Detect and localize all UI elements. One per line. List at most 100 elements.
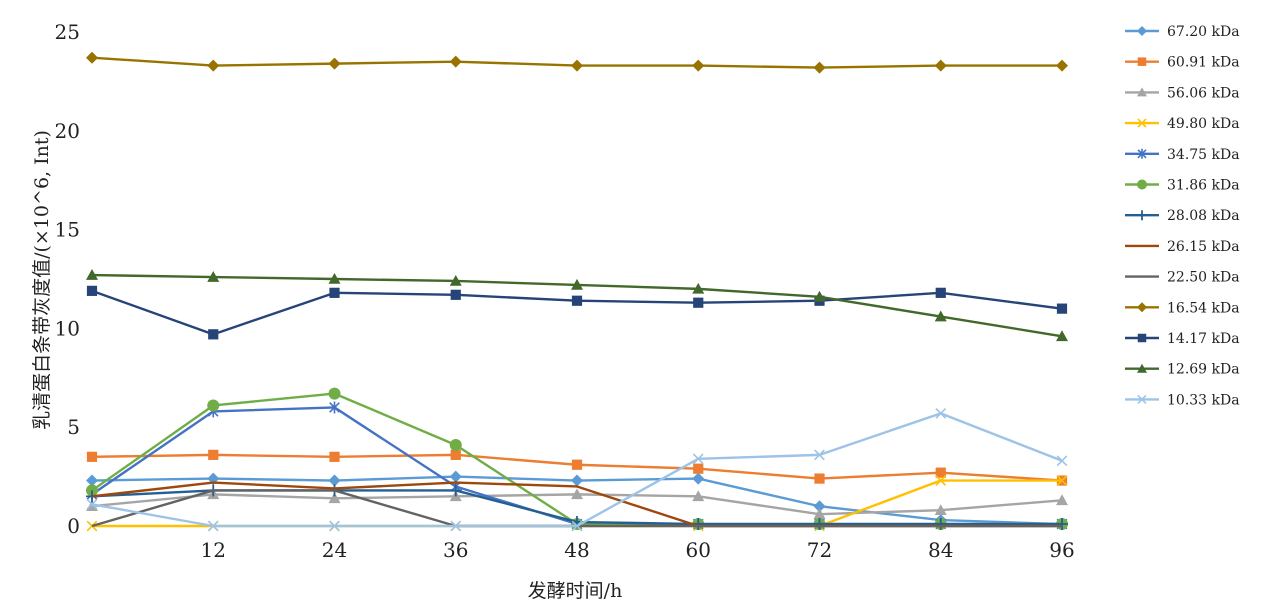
point-marker	[692, 453, 704, 465]
point-marker	[571, 295, 583, 306]
point-marker	[692, 59, 705, 72]
point-marker	[86, 285, 98, 296]
point-marker	[1137, 57, 1147, 66]
point-marker	[1056, 330, 1068, 342]
point-marker	[813, 500, 826, 513]
point-marker	[692, 472, 705, 485]
legend-item: 16.54 kDa	[1125, 300, 1240, 316]
series-lines	[86, 51, 1068, 532]
point-marker	[1137, 148, 1147, 159]
point-marker	[934, 518, 947, 531]
legend-label: 67.20 kDa	[1167, 24, 1240, 40]
legend-label: 14.17 kDa	[1167, 331, 1240, 347]
point-marker	[449, 484, 462, 497]
legend-item: 31.86 kDa	[1125, 178, 1240, 194]
series-group	[86, 269, 1068, 342]
point-marker	[86, 451, 98, 462]
legend-label: 34.75 kDa	[1167, 147, 1240, 163]
x-tick-label: 24	[322, 538, 347, 562]
point-marker	[1056, 518, 1068, 531]
point-marker	[813, 508, 826, 519]
point-marker	[693, 463, 704, 474]
point-marker	[329, 401, 340, 414]
point-marker	[935, 287, 946, 298]
legend-item: 34.75 kDa	[1125, 147, 1240, 163]
point-marker	[814, 473, 825, 484]
series-group	[86, 488, 1068, 519]
x-tick-label: 96	[1049, 538, 1074, 562]
point-marker	[935, 408, 947, 419]
legend-item: 22.50 kDa	[1125, 270, 1240, 286]
x-tick-label: 84	[928, 538, 953, 562]
legend-item: 56.06 kDa	[1125, 85, 1240, 101]
y-tick-label: 0	[67, 514, 80, 538]
point-marker	[328, 273, 341, 284]
point-marker	[1056, 59, 1068, 72]
point-marker	[450, 520, 462, 532]
point-marker	[449, 438, 462, 451]
point-marker	[935, 475, 947, 486]
point-marker	[1056, 494, 1068, 506]
point-marker	[328, 57, 341, 70]
point-marker	[934, 59, 947, 72]
point-marker	[329, 287, 340, 298]
x-tick-label: 12	[201, 538, 226, 562]
series-group	[86, 51, 1068, 74]
legend-item: 67.20 kDa	[1125, 24, 1240, 40]
legend-item: 49.80 kDa	[1125, 116, 1240, 132]
point-marker	[1137, 394, 1147, 404]
point-marker	[86, 474, 98, 487]
point-marker	[1137, 210, 1147, 221]
y-tick-label: 20	[55, 119, 80, 143]
point-marker	[571, 59, 583, 72]
point-marker	[1137, 179, 1147, 190]
x-tick-label: 72	[807, 538, 832, 562]
point-marker	[571, 459, 583, 470]
series-group	[86, 408, 1068, 532]
legend-label: 22.50 kDa	[1167, 270, 1240, 286]
legend-label: 16.54 kDa	[1167, 300, 1240, 316]
point-marker	[571, 520, 583, 532]
point-marker	[86, 269, 98, 280]
point-marker	[935, 467, 946, 478]
y-tick-label: 5	[67, 415, 80, 439]
legend-item: 26.15 kDa	[1125, 239, 1240, 255]
legend-item: 60.91 kDa	[1125, 55, 1240, 71]
point-marker	[1137, 118, 1147, 128]
point-marker	[1137, 363, 1147, 373]
series-line	[91, 392, 1062, 526]
point-marker	[1056, 455, 1068, 467]
point-marker	[1056, 303, 1068, 314]
point-marker	[813, 290, 826, 302]
point-marker	[328, 387, 341, 400]
point-marker	[449, 55, 462, 68]
legend-label: 31.86 kDa	[1167, 178, 1240, 194]
y-tick-label: 15	[55, 218, 80, 242]
point-marker	[86, 51, 98, 64]
point-marker	[450, 289, 461, 300]
point-marker	[1137, 87, 1147, 97]
point-marker	[328, 474, 341, 487]
point-marker	[207, 399, 220, 412]
point-marker	[329, 451, 340, 462]
point-marker	[571, 488, 583, 500]
point-marker	[450, 449, 461, 460]
point-marker	[693, 297, 704, 308]
point-marker	[207, 520, 219, 532]
legend-label: 49.80 kDa	[1167, 116, 1240, 132]
point-marker	[692, 490, 705, 502]
point-marker	[692, 282, 705, 294]
legend-label: 56.06 kDa	[1167, 85, 1240, 101]
legend-label: 28.08 kDa	[1167, 208, 1240, 224]
x-tick-label: 60	[686, 538, 711, 562]
legend-label: 60.91 kDa	[1167, 55, 1240, 71]
point-marker	[571, 474, 583, 487]
point-marker	[207, 59, 220, 72]
legend-item: 14.17 kDa	[1125, 331, 1240, 347]
y-tick-label: 25	[55, 20, 80, 44]
y-axis-title: 乳清蛋白条带灰度值/(×10^6, Int)	[31, 130, 53, 430]
point-marker	[1137, 333, 1147, 343]
point-marker	[813, 518, 826, 531]
legend-item: 12.69 kDa	[1125, 362, 1240, 378]
